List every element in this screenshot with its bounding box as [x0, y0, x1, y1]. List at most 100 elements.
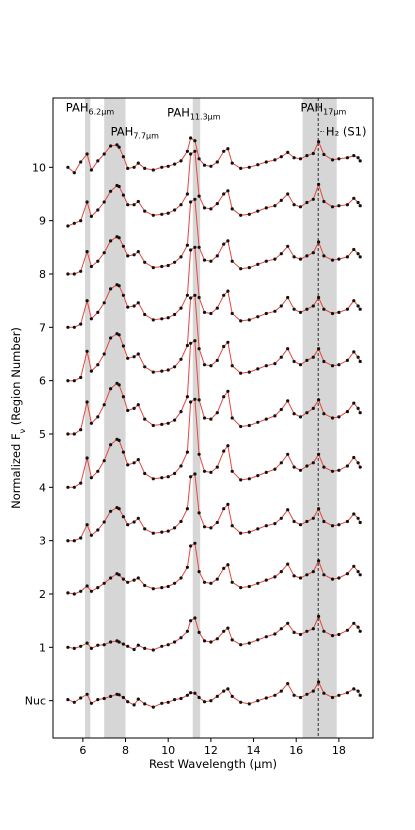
data-point — [352, 401, 356, 405]
data-point — [189, 400, 193, 404]
data-point — [202, 700, 207, 704]
data-point — [121, 344, 125, 348]
data-point — [197, 245, 201, 249]
data-point — [117, 333, 121, 337]
data-point — [298, 205, 303, 209]
data-point — [102, 403, 106, 407]
y-tick-label: 4 — [39, 481, 46, 494]
data-point — [247, 641, 251, 645]
data-point — [117, 184, 121, 189]
data-point — [79, 644, 83, 648]
data-point — [256, 163, 260, 167]
data-point — [151, 370, 155, 374]
data-point — [337, 576, 341, 580]
data-point — [89, 214, 93, 218]
data-point — [305, 692, 309, 696]
data-point — [126, 356, 130, 360]
data-point — [79, 160, 83, 164]
data-point — [66, 224, 70, 228]
data-point — [239, 371, 243, 375]
data-point — [286, 192, 290, 196]
data-point — [72, 539, 76, 543]
data-point — [117, 236, 121, 240]
data-point — [247, 530, 251, 534]
data-point — [185, 565, 189, 569]
data-point — [209, 699, 213, 703]
data-point — [322, 359, 326, 364]
data-point — [305, 573, 309, 577]
data-point — [126, 305, 130, 309]
data-point — [230, 524, 234, 528]
data-point — [317, 559, 321, 563]
data-point — [264, 364, 268, 368]
data-point — [317, 347, 321, 351]
data-point — [79, 219, 83, 223]
data-point — [126, 463, 130, 467]
data-point — [109, 576, 113, 580]
data-point — [352, 512, 356, 516]
data-point — [72, 379, 76, 383]
data-point — [222, 629, 226, 633]
data-point — [264, 311, 268, 316]
data-point — [89, 168, 93, 172]
data-point — [89, 589, 93, 593]
data-point — [202, 310, 207, 314]
data-point — [143, 312, 147, 317]
data-point — [298, 363, 303, 367]
data-point — [209, 259, 213, 263]
data-point — [72, 325, 76, 329]
data-point — [193, 139, 197, 143]
data-point — [209, 581, 213, 585]
data-point — [358, 629, 362, 633]
data-point — [197, 511, 201, 515]
data-point — [305, 411, 309, 415]
data-point — [96, 259, 100, 263]
data-point — [239, 213, 243, 217]
data-point — [345, 410, 349, 414]
data-point — [173, 471, 177, 476]
data-point — [197, 398, 201, 402]
data-point — [102, 581, 106, 585]
data-point — [330, 311, 335, 316]
data-point — [136, 403, 140, 407]
data-point — [239, 424, 243, 429]
data-point — [121, 577, 125, 581]
data-point — [305, 519, 309, 524]
data-point — [193, 691, 197, 695]
data-point — [215, 637, 219, 641]
data-point — [256, 527, 260, 531]
data-point — [85, 641, 89, 645]
y-tick-label: 8 — [39, 268, 46, 281]
data-point — [358, 255, 362, 259]
data-point — [239, 586, 243, 590]
data-point — [189, 619, 193, 623]
data-point — [292, 203, 296, 207]
band-label-sub: 6.2μm — [89, 107, 115, 116]
data-point — [279, 689, 283, 693]
data-point — [209, 164, 213, 168]
y-axis-label-main: Normalized F — [9, 433, 23, 509]
data-point — [279, 355, 283, 359]
data-point — [151, 705, 155, 709]
data-point — [197, 157, 201, 161]
data-point — [85, 200, 89, 204]
data-point — [185, 450, 189, 454]
x-tick-label: 6 — [79, 744, 86, 757]
data-point — [160, 317, 164, 321]
data-point — [286, 682, 290, 686]
data-point — [136, 516, 140, 520]
data-point — [143, 166, 147, 170]
data-point — [117, 284, 121, 288]
data-point — [132, 304, 136, 308]
data-point — [215, 254, 219, 258]
data-point — [102, 352, 106, 356]
data-point — [185, 693, 189, 697]
data-point — [151, 531, 155, 535]
data-point — [85, 584, 89, 588]
data-point — [132, 355, 136, 359]
data-point — [66, 591, 70, 595]
data-point — [330, 416, 335, 420]
data-point — [222, 149, 226, 153]
data-point — [189, 248, 193, 252]
